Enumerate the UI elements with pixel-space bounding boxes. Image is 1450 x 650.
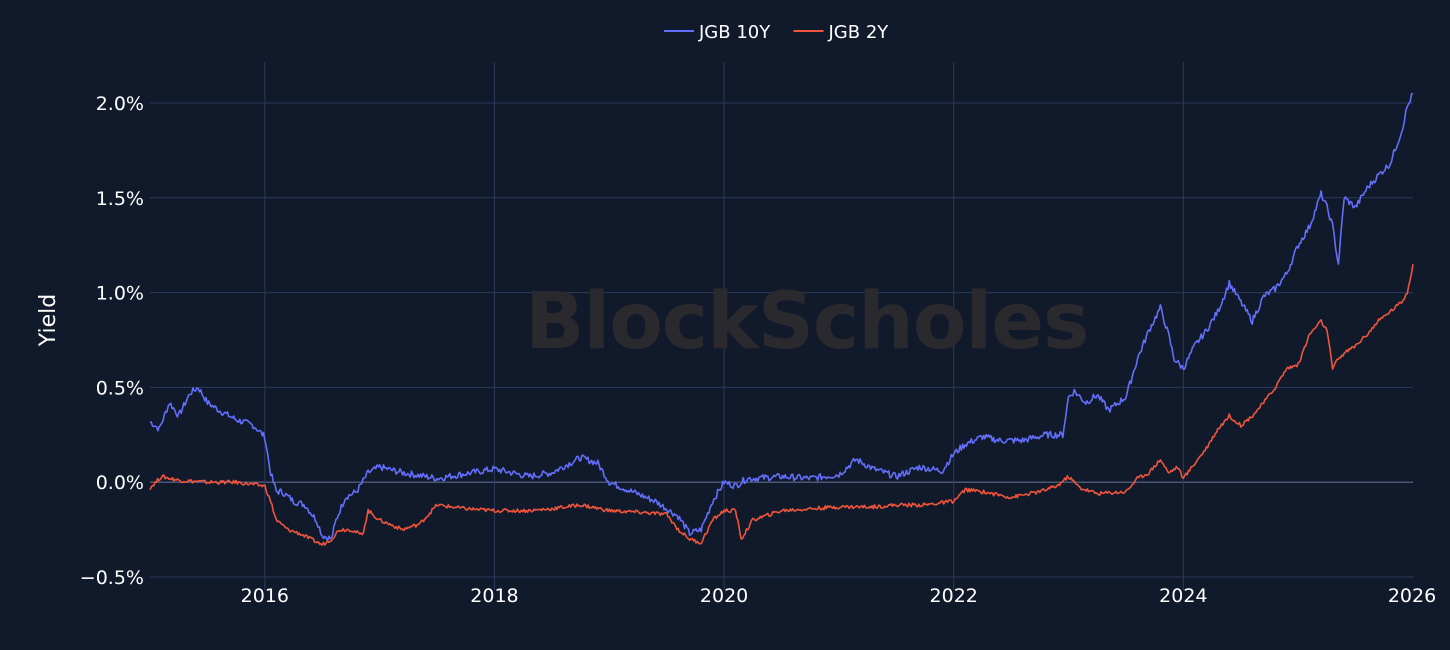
y-tick-label: 1.0% — [96, 283, 144, 305]
y-tick-label: 2.0% — [96, 93, 144, 115]
legend-label: JGB 10Y — [698, 22, 771, 43]
watermark-logo: BlockScholes — [525, 277, 1088, 367]
y-axis-title: Yield — [36, 294, 61, 347]
legend-item-jgb-2y[interactable]: JGB 2Y — [793, 22, 890, 43]
x-tick-label: 2026 — [1388, 585, 1436, 607]
legend[interactable]: JGB 10Y JGB 2Y — [664, 22, 889, 43]
legend-label: JGB 2Y — [828, 22, 890, 43]
y-axis-tick-labels: −0.5% 0.0% 0.5% 1.0% 1.5% 2.0% — [80, 93, 144, 589]
x-tick-label: 2024 — [1159, 585, 1207, 607]
x-axis-tick-labels: 2016 2018 2020 2022 2024 2026 — [241, 585, 1437, 607]
series-line-jgb-10y — [149, 92, 1414, 542]
y-tick-label: 0.0% — [96, 472, 144, 494]
y-tick-label: 0.5% — [96, 377, 144, 399]
x-tick-label: 2020 — [700, 585, 748, 607]
x-tick-label: 2016 — [241, 585, 289, 607]
grid-layer — [150, 62, 1413, 590]
series-layer — [149, 92, 1414, 547]
y-tick-label: −0.5% — [80, 567, 144, 589]
legend-item-jgb-10y[interactable]: JGB 10Y — [664, 22, 771, 43]
series-line-jgb-2y — [149, 264, 1414, 547]
y-tick-label: 1.5% — [96, 188, 144, 210]
x-tick-label: 2022 — [930, 585, 978, 607]
x-tick-label: 2018 — [470, 585, 518, 607]
